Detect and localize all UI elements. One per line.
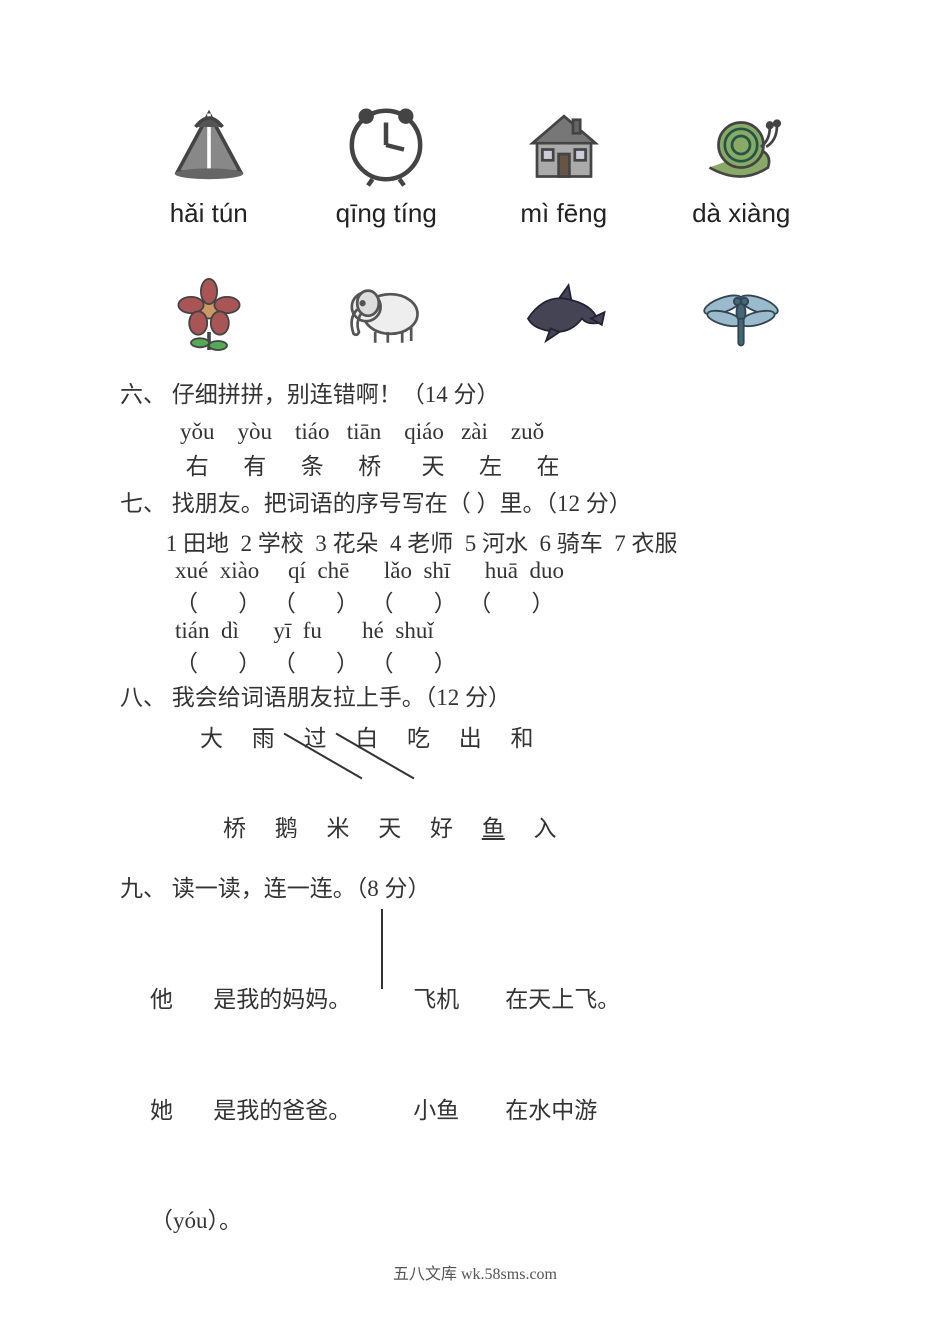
pinyin-label: dà xiàng bbox=[661, 198, 821, 229]
dragonfly-icon bbox=[696, 269, 786, 359]
flower-icon bbox=[164, 269, 254, 359]
image-row-2 bbox=[120, 269, 830, 359]
pinyin-label: hǎi tún bbox=[129, 198, 289, 229]
q8-underlined: 鱼 bbox=[482, 816, 505, 841]
tent-icon bbox=[164, 100, 254, 190]
q9-right-1: 飞机 在天上飞。 bbox=[413, 982, 620, 1019]
footer-text: 五八文库 wk.58sms.com bbox=[0, 1260, 950, 1284]
house-icon bbox=[519, 100, 609, 190]
q9-divider bbox=[381, 909, 383, 989]
elephant-icon bbox=[341, 269, 431, 359]
q8-match-lines bbox=[200, 753, 830, 783]
snail-icon bbox=[696, 100, 786, 190]
q7-pinyin-1: xué xiào qí chē lǎo shī huā duo bbox=[120, 558, 830, 584]
q7-word-list: 1 田地 2 学校 3 花朵 4 老师 5 河水 6 骑车 7 衣服 bbox=[120, 524, 830, 558]
q6-pinyin: yǒu yòu tiáo tiān qiáo zài zuǒ bbox=[120, 415, 830, 450]
q7-blanks-2: （ ） （ ） （ ） bbox=[120, 644, 830, 678]
q9-left-1: 他 是我的妈妈。 bbox=[150, 982, 351, 1019]
q9-left-col: 他 是我的妈妈。 她 是我的爸爸。 （yóu）。 bbox=[150, 909, 351, 1314]
q8-top-row: 大 雨 过 白 吃 出 和 bbox=[120, 719, 830, 753]
pinyin-label-row: hǎi tún qīng tíng mì fēng dà xiàng bbox=[120, 198, 830, 229]
q9-heading: 九、 读一读，连一连。（8 分） bbox=[120, 873, 830, 905]
q8-bottom-text: 桥 鹅 米 天 好 鱼 入 bbox=[223, 816, 557, 841]
dolphin-icon bbox=[519, 269, 609, 359]
q8-heading: 八、 我会给词语朋友拉上手。（12 分） bbox=[120, 682, 830, 714]
q7-blanks-1: （ ） （ ） （ ） （ ） bbox=[120, 584, 830, 618]
q7-pinyin-2: tián dì yī fu hé shuǐ bbox=[120, 618, 830, 644]
q8-bottom-row: 桥 鹅 米 天 好 鱼 入 bbox=[120, 783, 830, 869]
q9-right-col: 飞机 在天上飞。 小鱼 在水中游 bbox=[413, 909, 620, 1314]
q9-right-2: 小鱼 在水中游 bbox=[413, 1093, 620, 1130]
q9-left-3: （yóu）。 bbox=[150, 1203, 351, 1240]
worksheet-page: hǎi tún qīng tíng mì fēng dà xiàng bbox=[0, 0, 950, 1314]
q7-heading: 七、 找朋友。把词语的序号写在（ ）里。（12 分） bbox=[120, 488, 830, 520]
pinyin-label: qīng tíng bbox=[306, 198, 466, 229]
clock-icon bbox=[341, 100, 431, 190]
q6-hanzi: 右 有 条 桥 天 左 在 bbox=[120, 450, 830, 485]
q9-left-2: 她 是我的爸爸。 bbox=[150, 1093, 351, 1130]
q9-grid: 他 是我的妈妈。 她 是我的爸爸。 （yóu）。 飞机 在天上飞。 小鱼 在水中… bbox=[120, 909, 830, 1314]
pinyin-label: mì fēng bbox=[484, 198, 644, 229]
q6-heading: 六、 仔细拼拼，别连错啊！（14 分） bbox=[120, 379, 830, 411]
image-row-1 bbox=[120, 100, 830, 190]
